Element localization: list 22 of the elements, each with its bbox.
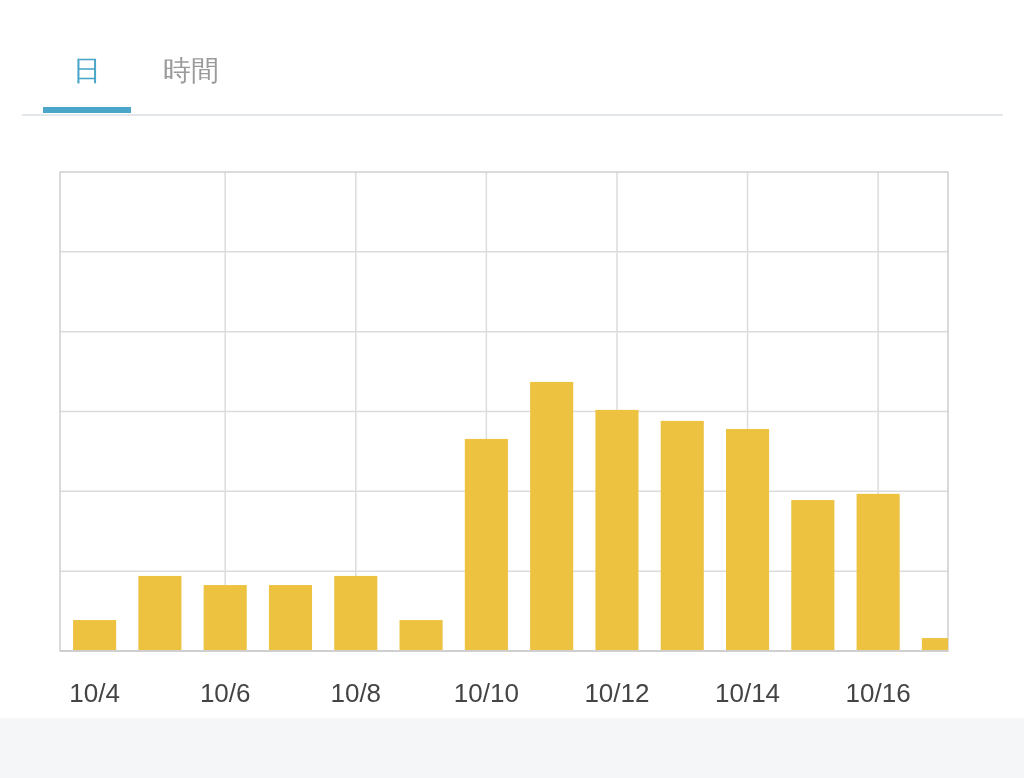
bar	[660, 420, 704, 651]
bar	[464, 438, 508, 651]
bar	[268, 585, 313, 651]
bar	[856, 493, 900, 651]
x-tick-label: 10/12	[584, 678, 650, 708]
x-tick-label: 10/4	[69, 678, 120, 708]
x-tick-label: 10/8	[330, 678, 382, 708]
x-tick-label: 10/10	[453, 678, 519, 708]
text: 日	[73, 55, 101, 86]
bar	[791, 500, 835, 651]
bar	[334, 575, 378, 651]
bar	[399, 620, 443, 651]
bar	[530, 381, 574, 651]
bar	[203, 585, 247, 651]
bar	[73, 620, 117, 651]
bar	[138, 575, 182, 651]
x-tick-label: 10/6	[199, 678, 251, 708]
bar	[595, 409, 639, 651]
x-tick-label: 10/14	[715, 678, 781, 708]
text: 時間	[163, 55, 219, 86]
x-tick-label: 10/16	[845, 678, 911, 708]
bar	[726, 428, 770, 651]
